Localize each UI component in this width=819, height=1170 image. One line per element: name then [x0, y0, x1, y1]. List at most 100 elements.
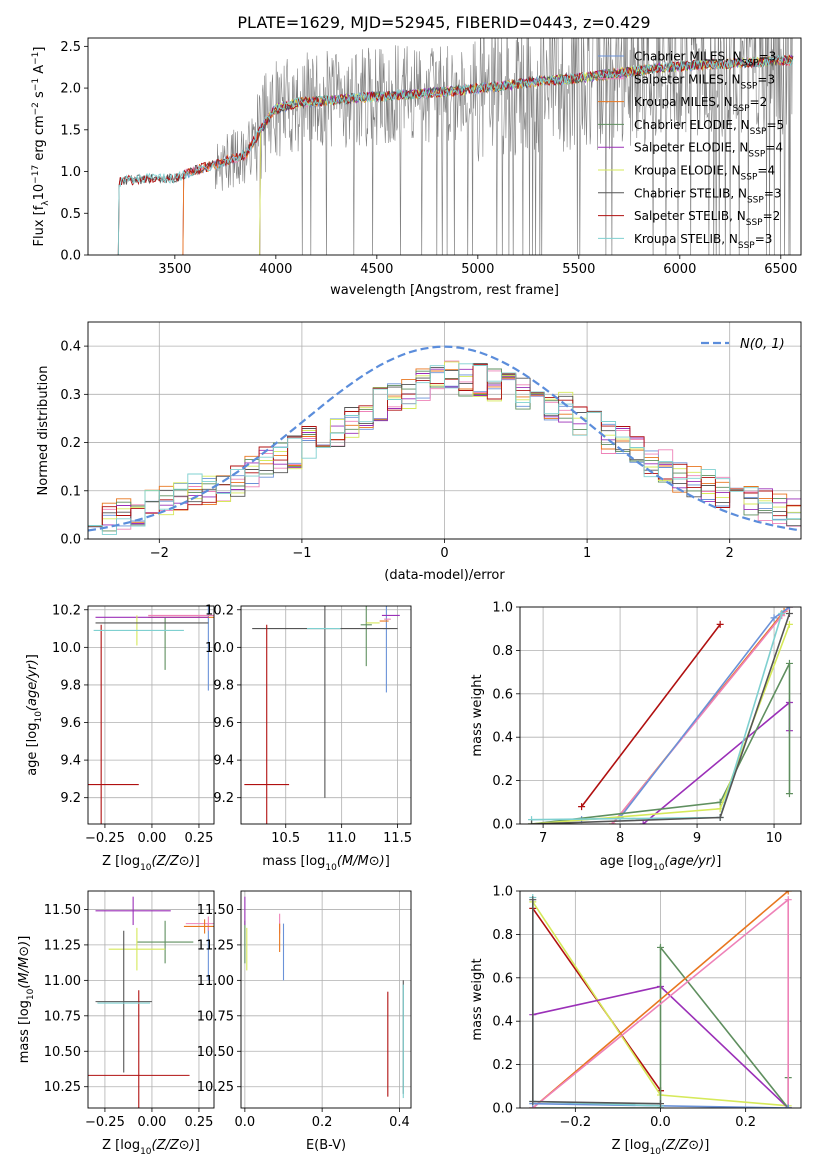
x-tick-label: −0.25 — [85, 831, 125, 846]
y-tick-label: 0.4 — [492, 1015, 513, 1030]
age-vs-metallicity-panel: −0.25 0.00 0.25 9.2 9.4 9.6 9.8 10.0 10.2 Z [log1… — [25, 603, 215, 873]
y-tick-label: 0.3 — [60, 388, 81, 403]
y-tick-label: 0.4 — [60, 340, 81, 355]
y-tick-label: 10.0 — [52, 641, 81, 656]
y-tick-label: 9.8 — [60, 678, 81, 693]
x-tick-label: 10 — [766, 831, 783, 846]
chabrier-miles-point-marker — [784, 1104, 792, 1108]
axes-frame — [519, 606, 802, 825]
y-tick-label: 10.0 — [205, 641, 234, 656]
chabrier-stelib-point-marker — [785, 610, 793, 618]
axes-frame — [240, 605, 412, 825]
x-tick-label: 1 — [583, 546, 591, 561]
legend-entry: Salpeter MILES, NSSP=3 — [634, 72, 775, 91]
kroupa-miles-point-marker — [784, 891, 792, 895]
y-tick-label: 11.00 — [197, 974, 234, 989]
x-axis-label: mass [log10(M/M⊙)] — [262, 854, 390, 873]
mass-vs-metallicity-panel: −0.25 0.00 0.25 10.25 10.50 10.75 11.00 11.25 11… — [17, 890, 215, 1157]
y-tick-label: 1.0 — [60, 165, 81, 180]
y-tick-label: 0.1 — [60, 484, 81, 499]
x-tick-label: 0.2 — [735, 1115, 756, 1130]
y-axis-label: mass [log10(M/M⊙)] — [17, 936, 36, 1064]
y-tick-label: 0.4 — [492, 731, 513, 746]
x-tick-label: 3500 — [158, 262, 191, 277]
y-tick-label: 0.5 — [60, 207, 81, 222]
salpeter-stelib-point-marker — [716, 620, 724, 628]
y-tick-label: 9.6 — [213, 716, 234, 731]
salpeter-elodie-series-line — [642, 700, 791, 824]
x-tick-label: 0.00 — [137, 831, 166, 846]
axes-frame — [519, 890, 802, 1109]
y-tick-label: 9.4 — [60, 754, 81, 769]
x-axis-label: Z [log10(Z/Z⊙)] — [102, 854, 200, 873]
x-tick-label: 0.2 — [312, 1115, 333, 1130]
kroupa-miles-series-line — [532, 891, 789, 1108]
plot-area — [88, 896, 214, 1108]
y-tick-label: 11.00 — [44, 974, 81, 989]
chabrier-miles-point-marker — [785, 607, 793, 611]
plot-area — [244, 606, 400, 824]
y-tick-label: 0.0 — [60, 249, 81, 264]
y-tick-label: 0.2 — [492, 774, 513, 789]
plot-area — [88, 606, 214, 824]
x-tick-label: 9 — [693, 831, 701, 846]
x-tick-label: −2 — [150, 546, 169, 561]
kroupa-stelib-series-line — [531, 613, 783, 821]
y-tick-label: 11.25 — [197, 938, 234, 953]
x-tick-label: 0.0 — [235, 1115, 256, 1130]
chabrier-stelib-point-marker — [657, 1100, 664, 1108]
kroupa-elodie-point-marker — [785, 620, 793, 628]
x-tick-label: 7 — [539, 831, 547, 846]
x-tick-label: −1 — [292, 546, 311, 561]
observed-spectrum-line — [119, 38, 793, 255]
y-tick-label: 2.5 — [60, 40, 81, 55]
y-tick-label: 0.2 — [492, 1058, 513, 1073]
legend-entry: Chabrier STELIB, NSSP=3 — [634, 186, 782, 205]
y-tick-label: 1.5 — [60, 123, 81, 138]
x-tick-label: 6500 — [764, 262, 797, 277]
y-tick-label: 0.6 — [492, 971, 513, 986]
y-tick-label: 9.4 — [213, 754, 234, 769]
chabrier-elodie-point-marker — [785, 790, 793, 798]
chabrier-stelib-point-marker — [529, 1097, 537, 1105]
y-axis-label: Flux [fλ10−17 erg cm−2 s−1 A−1] — [31, 47, 51, 247]
x-tick-label: 0.25 — [184, 1115, 213, 1130]
y-tick-label: 0.0 — [60, 533, 81, 548]
y-tick-label: 10.2 — [205, 603, 234, 618]
y-tick-label: 11.50 — [44, 903, 81, 918]
x-tick-label: 10.5 — [271, 831, 300, 846]
x-axis-label: age [log10(age/yr)] — [600, 854, 722, 873]
x-tick-label: 0.4 — [389, 1115, 410, 1130]
kroupa-stelib-model-line — [117, 54, 794, 255]
plot-area — [88, 345, 801, 539]
plot-area — [244, 896, 404, 1099]
salpeter-stelib-point-marker — [578, 803, 586, 811]
legend-entry: Chabrier ELODIE, NSSP=5 — [634, 118, 784, 137]
chabrier-elodie-point-marker — [785, 659, 793, 667]
y-tick-label: 9.2 — [60, 791, 81, 806]
gaussian-curve — [88, 345, 801, 532]
y-tick-label: 10.50 — [197, 1045, 234, 1060]
y-tick-label: 0.0 — [492, 818, 513, 833]
plot-area — [529, 891, 792, 1108]
y-tick-label: 9.6 — [60, 716, 81, 731]
y-tick-label: 10.75 — [44, 1009, 81, 1024]
x-axis-label: wavelength [Angstrom, rest frame] — [330, 283, 559, 298]
x-axis-label: Z [log10(Z/Z⊙)] — [612, 1138, 710, 1157]
age-vs-mass-panel: 10.5 11.0 11.5 9.2 9.4 9.6 9.8 10.0 10.2 mass [lo… — [205, 603, 412, 873]
x-tick-label: 8 — [616, 831, 624, 846]
y-tick-label: 1.0 — [492, 885, 513, 900]
y-tick-label: 10.50 — [44, 1045, 81, 1060]
x-tick-label: 2 — [726, 546, 734, 561]
kroupa-stelib-histogram — [88, 363, 801, 539]
legend-entry: Kroupa ELODIE, NSSP=4 — [634, 164, 775, 183]
y-tick-label: 2.0 — [60, 82, 81, 97]
x-tick-label: 11.5 — [383, 831, 412, 846]
y-tick-label: 11.25 — [44, 938, 81, 953]
plot-area — [528, 607, 793, 824]
axes-frame — [87, 37, 802, 256]
x-tick-label: 4000 — [259, 262, 292, 277]
y-axis-label: Normed distribution — [36, 366, 51, 496]
y-tick-label: 0.2 — [60, 436, 81, 451]
